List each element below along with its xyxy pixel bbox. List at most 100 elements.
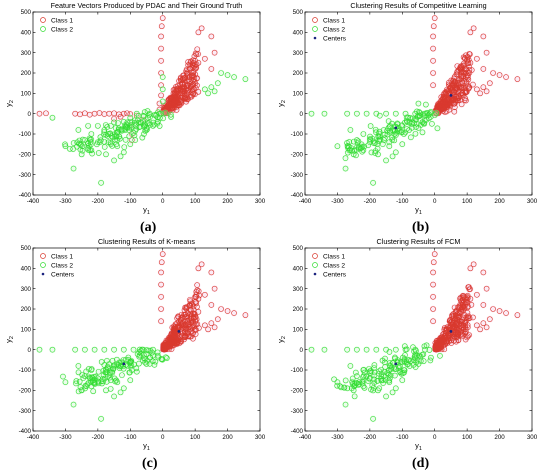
class1-point: [194, 282, 200, 288]
class2-point: [351, 138, 357, 145]
class2-point: [321, 110, 328, 117]
class1-point: [451, 108, 458, 115]
class2-point: [402, 343, 408, 349]
class2-point: [383, 110, 389, 117]
panel-label-a: (a): [140, 220, 157, 235]
class1-point: [160, 345, 167, 351]
class2-point: [113, 377, 120, 384]
class1-point: [196, 292, 203, 299]
class2-point: [363, 110, 370, 117]
y-axis-label: y2: [4, 336, 15, 343]
class1-point: [470, 261, 477, 268]
class1-point: [442, 109, 448, 115]
class1-point: [171, 104, 178, 111]
legend-label: Class 1: [51, 253, 73, 260]
class2-point: [141, 120, 148, 127]
class1-point: [191, 53, 198, 60]
class1-point: [459, 90, 466, 96]
x-tick-label: 200: [222, 198, 233, 205]
class2-point: [390, 128, 396, 134]
x-tick-label: -400: [27, 434, 40, 441]
class1-point: [192, 57, 198, 64]
class1-point: [208, 269, 215, 276]
class2-point: [77, 384, 84, 390]
class1-point: [185, 59, 191, 65]
class2-point: [370, 180, 376, 186]
class2-point: [138, 350, 144, 357]
class2-point: [101, 138, 107, 145]
class2-point: [410, 344, 416, 350]
class1-point: [189, 72, 196, 79]
chart-panel-2: Clustering Results of K-means -400 -300 -20…: [4, 237, 266, 452]
class1-point: [466, 315, 473, 321]
class2-point: [371, 376, 377, 383]
class1-point: [178, 338, 185, 345]
y-tick-label: 400: [21, 30, 32, 37]
class1-point: [460, 303, 467, 309]
y-tick-label: -400: [291, 192, 304, 199]
class1-point: [496, 72, 503, 78]
class2-point: [62, 143, 69, 149]
x-tick-label: 200: [494, 434, 505, 441]
class1-point: [503, 74, 509, 80]
y-tick-label: 300: [293, 50, 304, 57]
class2-point: [62, 379, 69, 386]
chart-panel-3: Clustering Results of FCM -400 -300 -200 -10…: [276, 237, 538, 452]
class2-point: [127, 377, 134, 383]
class1-point: [480, 33, 487, 40]
class2-point: [111, 375, 118, 382]
class2-point: [397, 363, 403, 369]
class1-point: [192, 50, 199, 57]
x-tick-label: -300: [331, 434, 344, 441]
class2-point: [423, 342, 430, 349]
class1-point: [193, 291, 200, 298]
class1-point: [435, 103, 442, 110]
class1-point: [467, 265, 474, 272]
panel-label-c: (c): [142, 456, 158, 471]
class1-point: [441, 97, 448, 103]
class2-point: [359, 378, 366, 385]
chart-title: Clustering Results of FCM: [377, 237, 461, 246]
class1-point: [158, 306, 164, 312]
class1-point: [192, 65, 199, 72]
x-axis-label: y1: [143, 205, 150, 216]
class2-point: [378, 366, 384, 373]
class1-point: [466, 286, 473, 293]
class2-point: [158, 110, 164, 117]
legend-label: Class 2: [323, 26, 345, 33]
class2-point: [373, 346, 380, 353]
class2-point: [117, 153, 124, 160]
class1-point: [111, 115, 117, 122]
class2-point: [111, 119, 117, 126]
class2-point: [160, 115, 166, 122]
class2-point: [394, 126, 401, 133]
y-tick-label: 200: [293, 70, 304, 77]
class2-point: [168, 114, 174, 120]
class1-point: [162, 346, 168, 353]
points-layer: [308, 14, 521, 187]
x-tick-label: -100: [124, 198, 137, 205]
class2-point: [92, 373, 99, 380]
class1-point: [463, 66, 469, 73]
class1-point: [211, 285, 218, 292]
class1-point: [465, 57, 472, 63]
legend-label: Class 1: [323, 253, 345, 260]
class2-point: [344, 385, 351, 392]
legend-class2-marker: [312, 26, 318, 32]
class2-point: [389, 389, 396, 396]
chart-panel-1: Clustering Results of Competitive Learni…: [276, 1, 538, 216]
class2-point: [387, 363, 394, 370]
class2-point: [381, 131, 388, 138]
legend-label: Centers: [323, 35, 347, 42]
class1-point: [180, 334, 187, 341]
y-axis-label: y2: [4, 100, 15, 107]
class2-point: [104, 124, 111, 130]
class2-point: [405, 357, 411, 364]
class2-point: [421, 117, 428, 123]
class2-point: [119, 372, 125, 378]
class2-point: [152, 358, 159, 365]
class2-point: [115, 120, 121, 126]
class1-point: [464, 295, 471, 301]
class1-point: [430, 259, 437, 266]
class1-point: [446, 81, 452, 88]
